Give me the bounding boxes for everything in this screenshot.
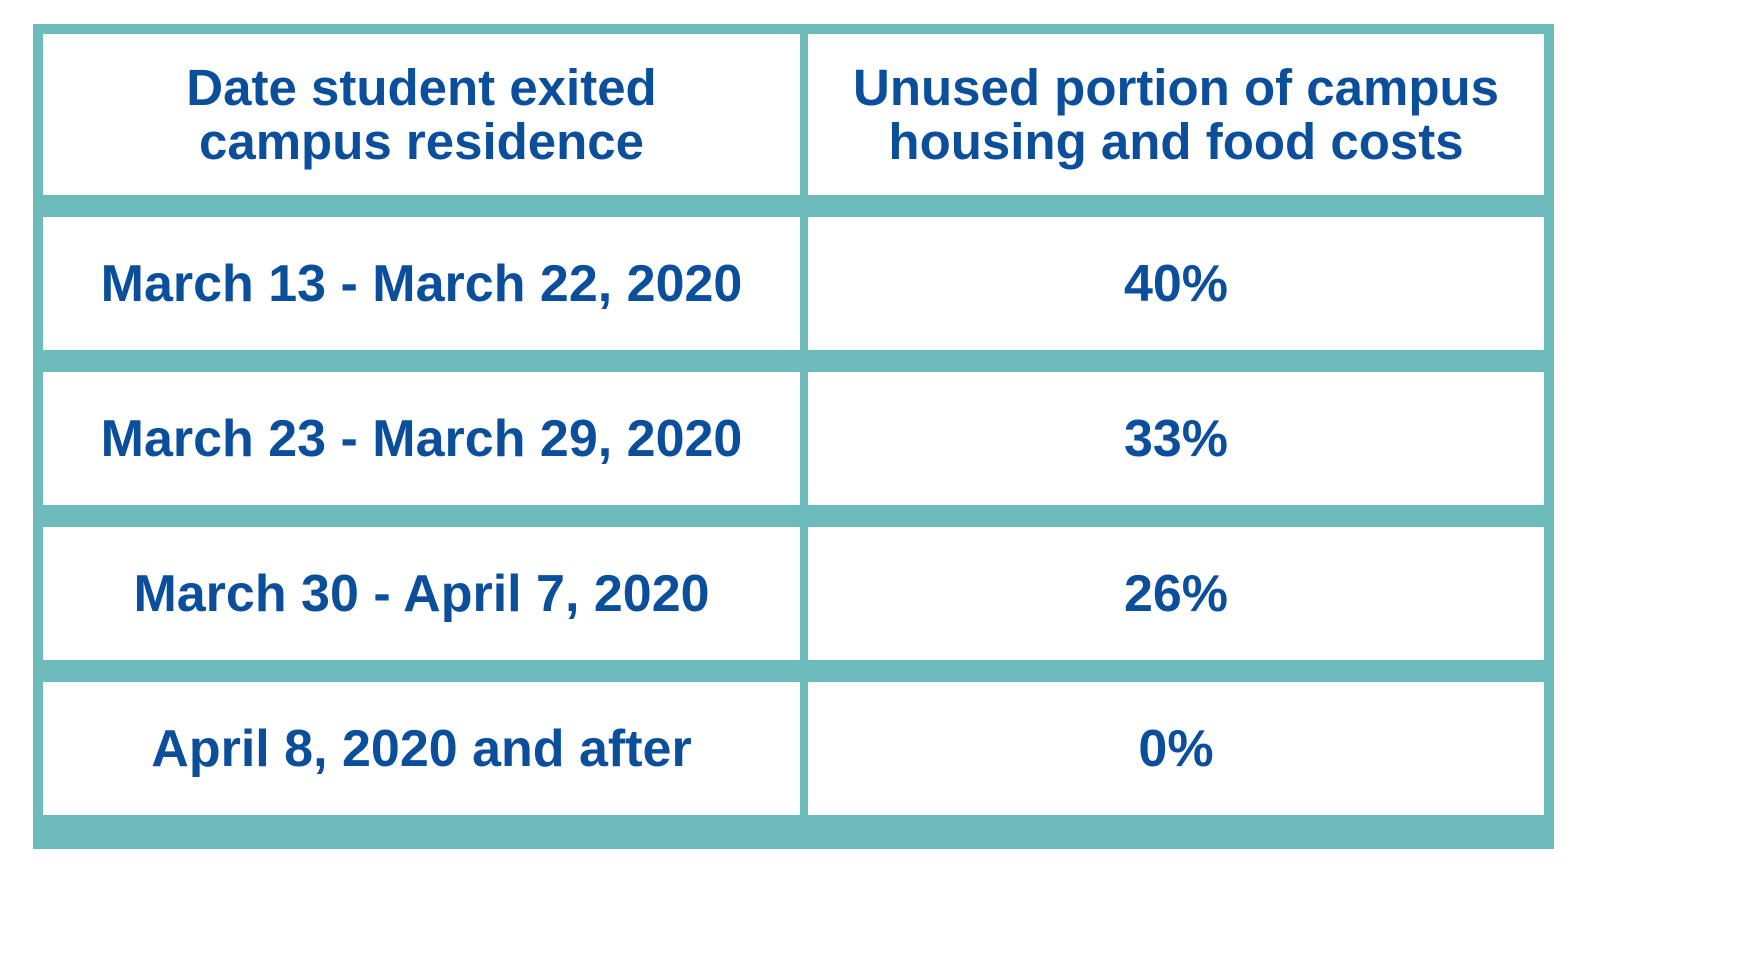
table-row: April 8, 2020 and after 0%	[43, 682, 1544, 815]
date-range-cell: March 30 - April 7, 2020	[43, 527, 800, 660]
date-range-text: March 30 - April 7, 2020	[133, 564, 710, 623]
date-range-cell: March 13 - March 22, 2020	[43, 217, 800, 350]
date-range-text: March 23 - March 29, 2020	[100, 409, 743, 468]
table-header-row: Date student exited campus residence Unu…	[43, 34, 1544, 195]
unused-portion-text: 33%	[1123, 409, 1229, 468]
column-divider	[800, 682, 808, 815]
date-range-text: March 13 - March 22, 2020	[100, 254, 743, 313]
column-divider	[800, 527, 808, 660]
table-row: March 13 - March 22, 2020 40%	[43, 217, 1544, 350]
refund-table: Date student exited campus residence Unu…	[33, 24, 1554, 849]
column-divider	[800, 34, 808, 195]
unused-portion-text: 0%	[1138, 719, 1214, 778]
unused-portion-text: 26%	[1123, 564, 1229, 623]
header-cell-unused-portion: Unused portion of campus housing and foo…	[808, 34, 1544, 195]
column-divider	[800, 217, 808, 350]
unused-portion-cell: 0%	[808, 682, 1544, 815]
header-label-unused-portion: Unused portion of campus housing and foo…	[852, 58, 1500, 170]
unused-portion-text: 40%	[1123, 254, 1229, 313]
header-cell-exit-date: Date student exited campus residence	[43, 34, 800, 195]
column-divider	[800, 372, 808, 505]
date-range-cell: March 23 - March 29, 2020	[43, 372, 800, 505]
table-row: March 30 - April 7, 2020 26%	[43, 527, 1544, 660]
unused-portion-cell: 40%	[808, 217, 1544, 350]
table-row: March 23 - March 29, 2020 33%	[43, 372, 1544, 505]
date-range-cell: April 8, 2020 and after	[43, 682, 800, 815]
header-label-exit-date: Date student exited campus residence	[186, 58, 657, 170]
date-range-text: April 8, 2020 and after	[151, 719, 692, 778]
unused-portion-cell: 26%	[808, 527, 1544, 660]
unused-portion-cell: 33%	[808, 372, 1544, 505]
